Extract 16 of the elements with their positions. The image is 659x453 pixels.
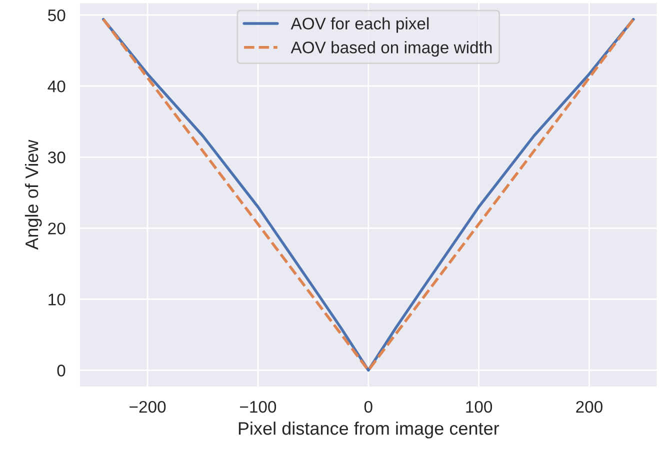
line-series <box>102 18 635 372</box>
x-tick-label: −200 <box>130 400 166 413</box>
y-tick-label: 0 <box>57 364 66 376</box>
y-tick-label: 40 <box>48 80 66 92</box>
y-tick-label: 10 <box>48 294 66 306</box>
y-tick-label: 50 <box>48 9 66 22</box>
x-axis-title: Pixel distance from image center <box>238 422 500 438</box>
x-tick-label: 0 <box>364 400 372 413</box>
x-tick-label: −100 <box>240 400 276 413</box>
y-tick-label: 20 <box>48 222 66 234</box>
x-tick-label: 200 <box>576 400 602 413</box>
x-tick-label: 100 <box>466 400 492 413</box>
legend-label: AOV based on image width <box>290 41 492 57</box>
y-tick-label: 30 <box>48 152 66 164</box>
legend-label: AOV for each pixel <box>290 17 429 33</box>
y-axis-title: Angle of View <box>24 140 42 250</box>
